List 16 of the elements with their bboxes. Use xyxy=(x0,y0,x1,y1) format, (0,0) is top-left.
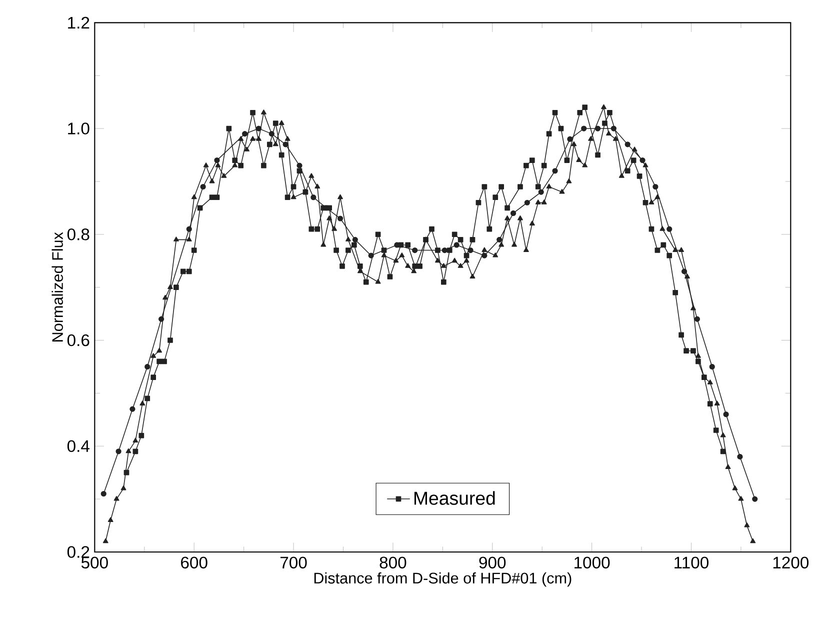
x-tick-label: 500 xyxy=(81,556,108,568)
y-tick-label: 0.4 xyxy=(67,440,90,452)
x-tick-label: 1100 xyxy=(674,556,708,568)
x-tick-label: 700 xyxy=(280,556,307,568)
x-tick-label: 1200 xyxy=(773,556,809,568)
y-axis-title: Normalized Flux xyxy=(52,232,63,342)
y-tick-label: 0.8 xyxy=(67,228,90,240)
legend-label: Measured xyxy=(414,491,495,505)
x-tick-label: 600 xyxy=(181,556,208,568)
x-tick-label: 1000 xyxy=(574,556,610,568)
x-tick-label: 800 xyxy=(380,556,406,568)
x-axis-title: Distance from D-Side of HFD#01 (cm) xyxy=(314,572,572,587)
x-tick-label: 900 xyxy=(479,556,506,568)
y-tick-label: 0.6 xyxy=(67,334,90,346)
y-tick-label: 1.0 xyxy=(68,122,90,134)
y-tick-label: 1.2 xyxy=(68,16,90,28)
